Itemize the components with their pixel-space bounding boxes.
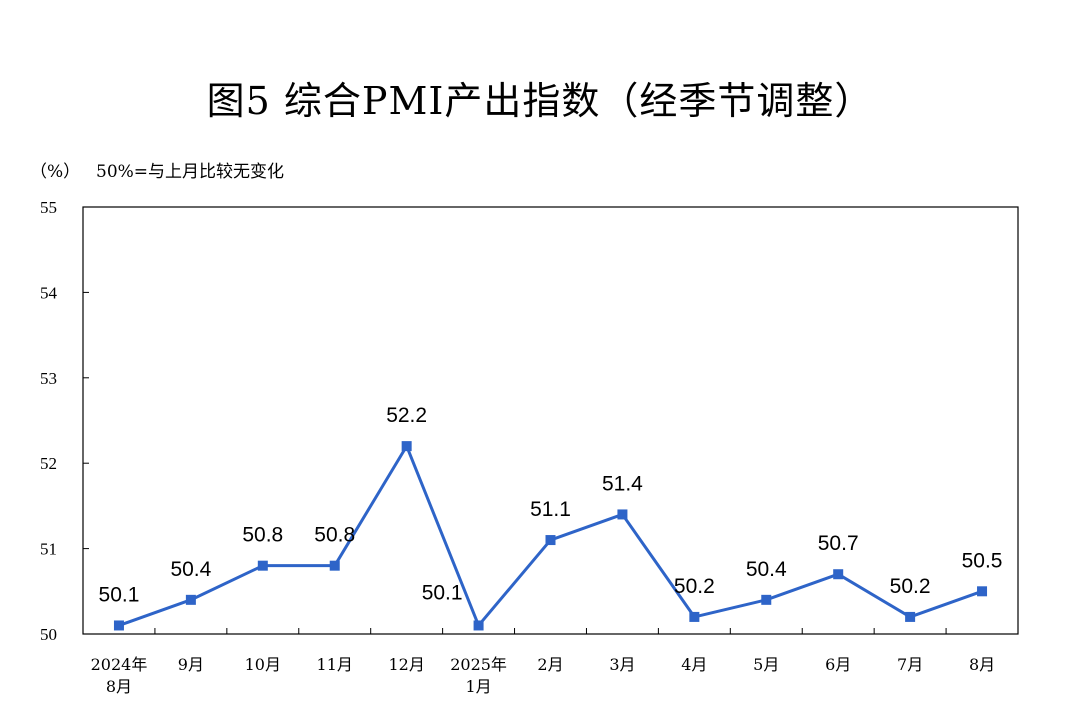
x-tick-label-line: 10月: [245, 655, 281, 674]
x-tick-label: 7月: [897, 655, 923, 674]
data-label: 51.1: [530, 498, 571, 521]
x-tick-label-line: 7月: [897, 655, 923, 674]
data-point-marker: [401, 441, 412, 452]
data-label: 50.1: [422, 581, 463, 604]
data-point-marker: [905, 611, 916, 622]
data-point-marker: [617, 509, 628, 520]
x-tick-label-line: 2024年: [91, 655, 148, 674]
x-tick-label-line: 9月: [178, 655, 204, 674]
x-tick-label: 2月: [537, 655, 563, 674]
data-label: 50.7: [818, 532, 859, 555]
y-tick-label: 52: [40, 454, 57, 473]
x-tick-label: 2025年 1月: [450, 655, 507, 696]
x-tick-label-line: 1月: [465, 677, 491, 696]
data-label: 50.2: [674, 575, 715, 598]
data-label: 50.4: [746, 558, 787, 581]
data-label: 50.1: [99, 583, 140, 606]
plot-area-frame: [82, 206, 1019, 635]
data-label: 50.8: [242, 524, 283, 547]
data-point-marker: [545, 535, 556, 546]
data-label: 50.8: [314, 524, 355, 547]
data-point-marker: [689, 611, 700, 622]
data-point-marker: [329, 560, 340, 571]
y-tick-label: 51: [40, 540, 57, 559]
x-tick-label: 2024年 8月: [91, 655, 148, 696]
data-point-marker: [977, 586, 988, 597]
data-point-marker: [761, 594, 772, 605]
y-tick-label: 50: [40, 625, 57, 644]
y-tick-label: 55: [40, 198, 57, 217]
x-tick-label: 5月: [753, 655, 779, 674]
x-tick-label: 8月: [969, 655, 995, 674]
x-tick-label: 4月: [681, 655, 707, 674]
x-tick-label: 12月: [388, 655, 424, 674]
data-label: 50.2: [890, 575, 931, 598]
x-tick-label-line: 4月: [681, 655, 707, 674]
data-point-marker: [113, 620, 124, 631]
x-tick-label-line: 3月: [609, 655, 635, 674]
x-tick-label-line: 5月: [753, 655, 779, 674]
data-point-marker: [833, 569, 844, 580]
data-label: 50.4: [170, 558, 211, 581]
x-tick-label: 6月: [825, 655, 851, 674]
y-axis: 50 51 52 53 54 55: [40, 198, 89, 644]
data-label: 52.2: [386, 404, 427, 427]
x-tick-label: 11月: [317, 655, 353, 674]
x-axis: 2024年 8月 9月 10月 11月 12月 2025年 1月 2月 3月 4月 5月 6月 7月 8月: [91, 628, 995, 696]
x-tick-label: 3月: [609, 655, 635, 674]
x-tick-label-line: 12月: [388, 655, 424, 674]
x-tick-label: 9月: [178, 655, 204, 674]
y-tick-label: 54: [40, 283, 58, 302]
data-point-marker: [185, 594, 196, 605]
x-tick-label-line: 8月: [106, 677, 132, 696]
baseline-note: 50%=与上月比较无变化: [96, 162, 285, 182]
chart-title: 图5 综合PMI产出指数（经季节调整）: [206, 79, 874, 123]
x-tick-label-line: 11月: [317, 655, 353, 674]
x-tick-label-line: 6月: [825, 655, 851, 674]
data-label: 50.5: [962, 549, 1003, 572]
x-tick-label: 10月: [245, 655, 281, 674]
unit-label: （%）: [30, 162, 81, 182]
data-point-marker: [257, 560, 268, 571]
x-tick-label-line: 2025年: [450, 655, 507, 674]
x-tick-label-line: 8月: [969, 655, 995, 674]
y-tick-label: 53: [40, 369, 57, 388]
series-layer: 50.1 50.4 50.8 50.8 52.2 50.1 51.1 51.4 50.2 50.4…: [99, 404, 1003, 631]
data-point-marker: [473, 620, 484, 631]
x-tick-label-line: 2月: [537, 655, 563, 674]
data-label: 51.4: [602, 472, 643, 495]
